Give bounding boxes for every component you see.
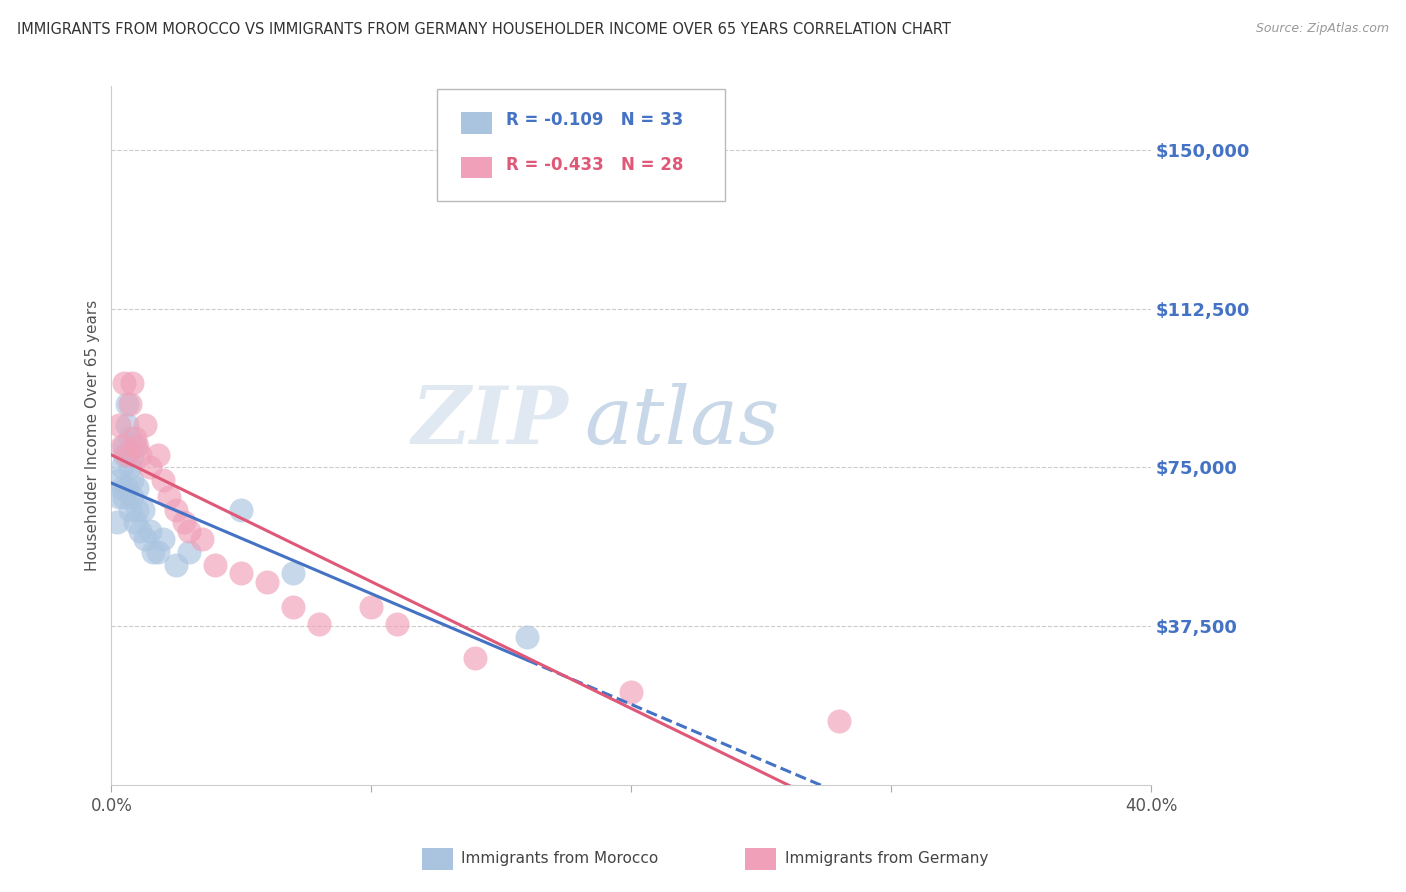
Point xyxy=(516,630,538,644)
Point xyxy=(127,482,149,496)
Text: Immigrants from Morocco: Immigrants from Morocco xyxy=(461,851,658,865)
Point xyxy=(308,616,330,631)
Point xyxy=(148,545,170,559)
Point xyxy=(134,417,156,432)
Point xyxy=(111,482,134,496)
Point xyxy=(112,490,135,504)
Point xyxy=(173,516,195,530)
Point xyxy=(118,397,141,411)
Point xyxy=(112,448,135,462)
Point xyxy=(129,448,152,462)
Point xyxy=(387,616,409,631)
Point xyxy=(142,545,165,559)
Point xyxy=(360,599,382,614)
Point xyxy=(179,545,201,559)
Point xyxy=(131,502,153,516)
Point xyxy=(231,566,253,581)
Point xyxy=(828,714,851,729)
Point xyxy=(256,574,278,589)
Point xyxy=(121,490,143,504)
Point xyxy=(152,533,174,547)
Point xyxy=(115,482,138,496)
Point xyxy=(118,431,141,445)
Point xyxy=(121,376,143,390)
Text: Source: ZipAtlas.com: Source: ZipAtlas.com xyxy=(1256,22,1389,36)
Point xyxy=(108,490,131,504)
Point xyxy=(112,439,135,453)
Point xyxy=(105,516,128,530)
Point xyxy=(165,558,187,572)
Point xyxy=(191,533,214,547)
Text: atlas: atlas xyxy=(585,383,780,460)
Point xyxy=(115,448,138,462)
Point xyxy=(179,524,201,538)
Point xyxy=(127,502,149,516)
Point xyxy=(115,417,138,432)
Point xyxy=(283,599,305,614)
Point xyxy=(283,566,305,581)
Y-axis label: Householder Income Over 65 years: Householder Income Over 65 years xyxy=(86,300,100,571)
Point xyxy=(121,473,143,487)
Point xyxy=(108,417,131,432)
Point xyxy=(108,473,131,487)
Point xyxy=(129,524,152,538)
Point xyxy=(112,376,135,390)
Text: R = -0.109   N = 33: R = -0.109 N = 33 xyxy=(506,112,683,129)
Point xyxy=(124,516,146,530)
Point xyxy=(124,439,146,453)
Point xyxy=(464,650,486,665)
Point xyxy=(139,460,162,475)
Point xyxy=(118,460,141,475)
Point xyxy=(127,439,149,453)
Point xyxy=(124,431,146,445)
Point xyxy=(134,533,156,547)
Point xyxy=(111,460,134,475)
Point xyxy=(118,502,141,516)
Point xyxy=(157,490,180,504)
Point xyxy=(148,448,170,462)
Point xyxy=(139,524,162,538)
Point xyxy=(115,397,138,411)
Text: ZIP: ZIP xyxy=(412,383,569,460)
Point xyxy=(204,558,226,572)
Point xyxy=(165,502,187,516)
Point xyxy=(152,473,174,487)
Point xyxy=(121,448,143,462)
Text: IMMIGRANTS FROM MOROCCO VS IMMIGRANTS FROM GERMANY HOUSEHOLDER INCOME OVER 65 YE: IMMIGRANTS FROM MOROCCO VS IMMIGRANTS FR… xyxy=(17,22,950,37)
Text: R = -0.433   N = 28: R = -0.433 N = 28 xyxy=(506,156,683,174)
Point xyxy=(620,684,643,698)
Text: Immigrants from Germany: Immigrants from Germany xyxy=(785,851,988,865)
Point xyxy=(231,502,253,516)
Point xyxy=(111,439,134,453)
